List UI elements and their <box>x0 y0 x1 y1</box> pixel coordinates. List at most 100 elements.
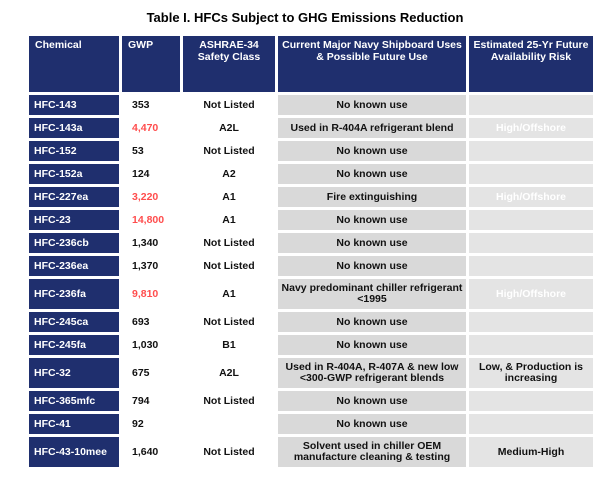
cell-chemical: HFC-245fa <box>29 335 119 355</box>
cell-availability-risk <box>469 256 593 276</box>
cell-safety-class: A2L <box>183 118 275 138</box>
cell-navy-uses: Fire extinguishing <box>278 187 466 207</box>
table-row: HFC-23 14,800 A1 No known use <box>29 210 593 230</box>
cell-chemical: HFC-143a <box>29 118 119 138</box>
cell-availability-risk <box>469 335 593 355</box>
cell-safety-class: A2L <box>183 358 275 388</box>
cell-chemical: HFC-23 <box>29 210 119 230</box>
cell-availability-risk: High/Offshore <box>469 187 593 207</box>
cell-navy-uses: No known use <box>278 335 466 355</box>
cell-chemical: HFC-152a <box>29 164 119 184</box>
cell-navy-uses: Used in R-404A refrigerant blend <box>278 118 466 138</box>
cell-chemical: HFC-32 <box>29 358 119 388</box>
cell-gwp: 9,810 <box>122 279 180 309</box>
cell-safety-class: A2 <box>183 164 275 184</box>
cell-safety-class: Not Listed <box>183 256 275 276</box>
cell-safety-class: Not Listed <box>183 391 275 411</box>
table-body: HFC-143 353 Not Listed No known use HFC-143a… <box>29 95 593 467</box>
table-row: HFC-32 675 A2L Used in R-404A, R-407A & new… <box>29 358 593 388</box>
cell-gwp: 4,470 <box>122 118 180 138</box>
cell-navy-uses: Navy predominant chiller refrigerant <19… <box>278 279 466 309</box>
table-row: HFC-236fa 9,810 A1 Navy predominant chiller… <box>29 279 593 309</box>
table-row: HFC-143a 4,470 A2L Used in R-404A refrigera… <box>29 118 593 138</box>
table-title: Table I. HFCs Subject to GHG Emissions R… <box>146 10 464 25</box>
table-row: HFC-43-10mee 1,640 Not Listed Solvent used … <box>29 437 593 467</box>
cell-chemical: HFC-245ca <box>29 312 119 332</box>
cell-gwp: 353 <box>122 95 180 115</box>
hfc-table: Chemical GWP ASHRAE-34 Safety Class Curr… <box>26 33 596 470</box>
cell-availability-risk <box>469 164 593 184</box>
cell-safety-class: Not Listed <box>183 95 275 115</box>
cell-chemical: HFC-227ea <box>29 187 119 207</box>
header-row: Chemical GWP ASHRAE-34 Safety Class Curr… <box>29 36 593 92</box>
cell-gwp: 1,030 <box>122 335 180 355</box>
cell-safety-class: A1 <box>183 279 275 309</box>
cell-chemical: HFC-365mfc <box>29 391 119 411</box>
cell-chemical: HFC-43-10mee <box>29 437 119 467</box>
cell-chemical: HFC-236cb <box>29 233 119 253</box>
table-row: HFC-245ca 693 Not Listed No known use <box>29 312 593 332</box>
cell-availability-risk <box>469 210 593 230</box>
cell-navy-uses: No known use <box>278 256 466 276</box>
header-chemical: Chemical <box>29 36 119 92</box>
cell-gwp: 1,640 <box>122 437 180 467</box>
cell-chemical: HFC-236fa <box>29 279 119 309</box>
cell-availability-risk: High/Offshore <box>469 118 593 138</box>
cell-safety-class: Not Listed <box>183 437 275 467</box>
cell-chemical: HFC-143 <box>29 95 119 115</box>
cell-availability-risk <box>469 141 593 161</box>
table-row: HFC-365mfc 794 Not Listed No known use <box>29 391 593 411</box>
cell-navy-uses: Used in R-404A, R-407A & new low <300-GW… <box>278 358 466 388</box>
cell-navy-uses: No known use <box>278 164 466 184</box>
cell-gwp: 693 <box>122 312 180 332</box>
cell-gwp: 3,220 <box>122 187 180 207</box>
table-row: HFC-245fa 1,030 B1 No known use <box>29 335 593 355</box>
table-row: HFC-143 353 Not Listed No known use <box>29 95 593 115</box>
table-row: HFC-152 53 Not Listed No known use <box>29 141 593 161</box>
cell-availability-risk: High/Offshore <box>469 279 593 309</box>
cell-navy-uses: No known use <box>278 391 466 411</box>
cell-safety-class: Not Listed <box>183 312 275 332</box>
cell-navy-uses: No known use <box>278 210 466 230</box>
cell-gwp: 92 <box>122 414 180 434</box>
table-row: HFC-152a 124 A2 No known use <box>29 164 593 184</box>
cell-navy-uses: No known use <box>278 414 466 434</box>
cell-gwp: 675 <box>122 358 180 388</box>
cell-safety-class: B1 <box>183 335 275 355</box>
cell-safety-class: Not Listed <box>183 233 275 253</box>
cell-navy-uses: No known use <box>278 312 466 332</box>
cell-safety-class: B3 <box>183 414 275 434</box>
cell-gwp: 53 <box>122 141 180 161</box>
cell-chemical: HFC-236ea <box>29 256 119 276</box>
cell-gwp: 1,370 <box>122 256 180 276</box>
cell-navy-uses: Solvent used in chiller OEM manufacture … <box>278 437 466 467</box>
cell-chemical: HFC-152 <box>29 141 119 161</box>
cell-gwp: 1,340 <box>122 233 180 253</box>
table-row: HFC-236ea 1,370 Not Listed No known use <box>29 256 593 276</box>
cell-gwp: 794 <box>122 391 180 411</box>
cell-availability-risk <box>469 391 593 411</box>
cell-safety-class: Not Listed <box>183 141 275 161</box>
cell-safety-class: A1 <box>183 187 275 207</box>
cell-availability-risk <box>469 233 593 253</box>
cell-gwp: 14,800 <box>122 210 180 230</box>
cell-availability-risk: Medium-High <box>469 437 593 467</box>
cell-availability-risk: Low, & Production is increasing <box>469 358 593 388</box>
header-availability-risk: Estimated 25-Yr Future Availability Risk <box>469 36 593 92</box>
cell-gwp: 124 <box>122 164 180 184</box>
header-safety-class: ASHRAE-34 Safety Class <box>183 36 275 92</box>
cell-chemical: HFC-41 <box>29 414 119 434</box>
table-row: HFC-227ea 3,220 A1 Fire extinguishing High/O… <box>29 187 593 207</box>
table-row: HFC-41 92 B3 No known use <box>29 414 593 434</box>
cell-availability-risk <box>469 312 593 332</box>
header-navy-uses: Current Major Navy Shipboard Uses & Poss… <box>278 36 466 92</box>
header-gwp: GWP <box>122 36 180 92</box>
cell-navy-uses: No known use <box>278 233 466 253</box>
cell-safety-class: A1 <box>183 210 275 230</box>
cell-navy-uses: No known use <box>278 95 466 115</box>
cell-availability-risk <box>469 414 593 434</box>
cell-availability-risk <box>469 95 593 115</box>
cell-navy-uses: No known use <box>278 141 466 161</box>
table-row: HFC-236cb 1,340 Not Listed No known use <box>29 233 593 253</box>
